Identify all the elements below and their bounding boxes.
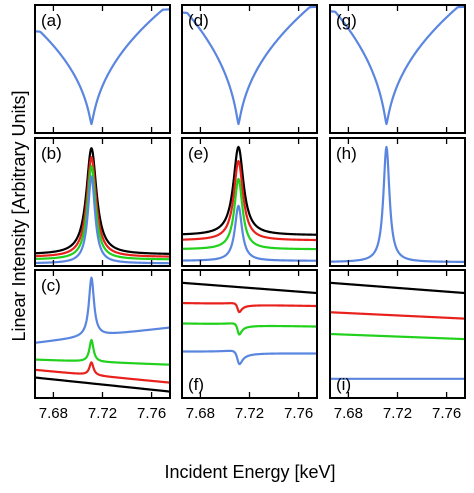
- panel-label: (g): [336, 11, 357, 30]
- panels-group: (a) (d) (g) (b) (e) (h) (c) 7.68 7.72 7.76 (f) 7.68…: [34, 4, 466, 422]
- panel-frame: [34, 4, 171, 134]
- panel-g: (g): [329, 4, 466, 134]
- series-group: [182, 281, 317, 366]
- series-line-blue: [35, 175, 170, 265]
- panel-frame: [329, 4, 466, 134]
- panel-c: (c) 7.68 7.72 7.76: [34, 269, 171, 422]
- series-line-black: [182, 281, 317, 295]
- series-line-blue: [182, 5, 317, 126]
- series-line-green: [35, 338, 170, 366]
- panel-b: (b): [34, 137, 171, 267]
- series-line-blue: [182, 349, 317, 366]
- series-group: [35, 276, 170, 393]
- x-tick-label: 7.72: [88, 405, 117, 422]
- panel-h: (h): [329, 137, 466, 267]
- series-line-blue: [182, 204, 317, 262]
- panel-frame: [34, 269, 171, 399]
- series-group: [35, 8, 170, 126]
- x-tick-label: 7.76: [284, 405, 313, 422]
- series-line-red: [182, 159, 317, 242]
- series-group: [182, 145, 317, 262]
- panel-frame: [329, 269, 466, 399]
- panel-frame: [181, 4, 318, 134]
- x-tick-label: 7.68: [186, 405, 215, 422]
- series-line-green: [182, 177, 317, 251]
- panel-d: (d): [181, 4, 318, 134]
- series-line-black: [330, 281, 465, 295]
- series-line-red: [182, 301, 317, 314]
- series-line-black: [182, 145, 317, 236]
- panel-label: (b): [41, 144, 62, 163]
- series-group: [330, 5, 465, 126]
- series-line-green: [35, 165, 170, 261]
- series-line-blue: [35, 8, 170, 126]
- y-axis-title: Linear Intensity [Arbitrary Units]: [9, 90, 29, 341]
- panel-frame: [181, 269, 318, 399]
- series-group: [182, 5, 317, 126]
- panel-label: (f): [188, 375, 204, 394]
- panel-label: (e): [188, 144, 209, 163]
- x-tick-label: 7.72: [383, 405, 412, 422]
- series-group: [330, 145, 465, 264]
- series-group: [35, 147, 170, 265]
- panel-a: (a): [34, 4, 171, 134]
- series-line-blue: [330, 5, 465, 126]
- series-line-red: [35, 361, 170, 384]
- panel-label: (d): [188, 11, 209, 30]
- x-tick-label: 7.68: [334, 405, 363, 422]
- series-line-blue: [35, 276, 170, 344]
- x-axis-title: Incident Energy [keV]: [164, 462, 335, 482]
- series-line-green: [182, 322, 317, 336]
- x-tick-label: 7.68: [39, 405, 68, 422]
- panel-label: (c): [41, 276, 61, 295]
- series-line-red: [35, 156, 170, 258]
- series-line-green: [330, 332, 465, 341]
- x-tick-label: 7.76: [137, 405, 166, 422]
- x-tick-label: 7.72: [235, 405, 264, 422]
- x-tick-label: 7.76: [432, 405, 461, 422]
- panel-frame: [181, 137, 318, 267]
- panel-frame: [329, 137, 466, 267]
- panel-label: (a): [41, 11, 62, 30]
- panel-e: (e): [181, 137, 318, 267]
- series-line-red: [330, 311, 465, 320]
- panel-label: (i): [336, 375, 351, 394]
- series-line-blue: [330, 145, 465, 264]
- panel-i: (i) 7.68 7.72 7.76: [329, 269, 466, 422]
- panel-label: (h): [336, 144, 357, 163]
- series-line-black: [35, 376, 170, 393]
- panel-frame: [34, 137, 171, 267]
- series-line-black: [35, 147, 170, 255]
- series-group: [330, 281, 465, 380]
- panel-f: (f) 7.68 7.72 7.76: [181, 269, 318, 422]
